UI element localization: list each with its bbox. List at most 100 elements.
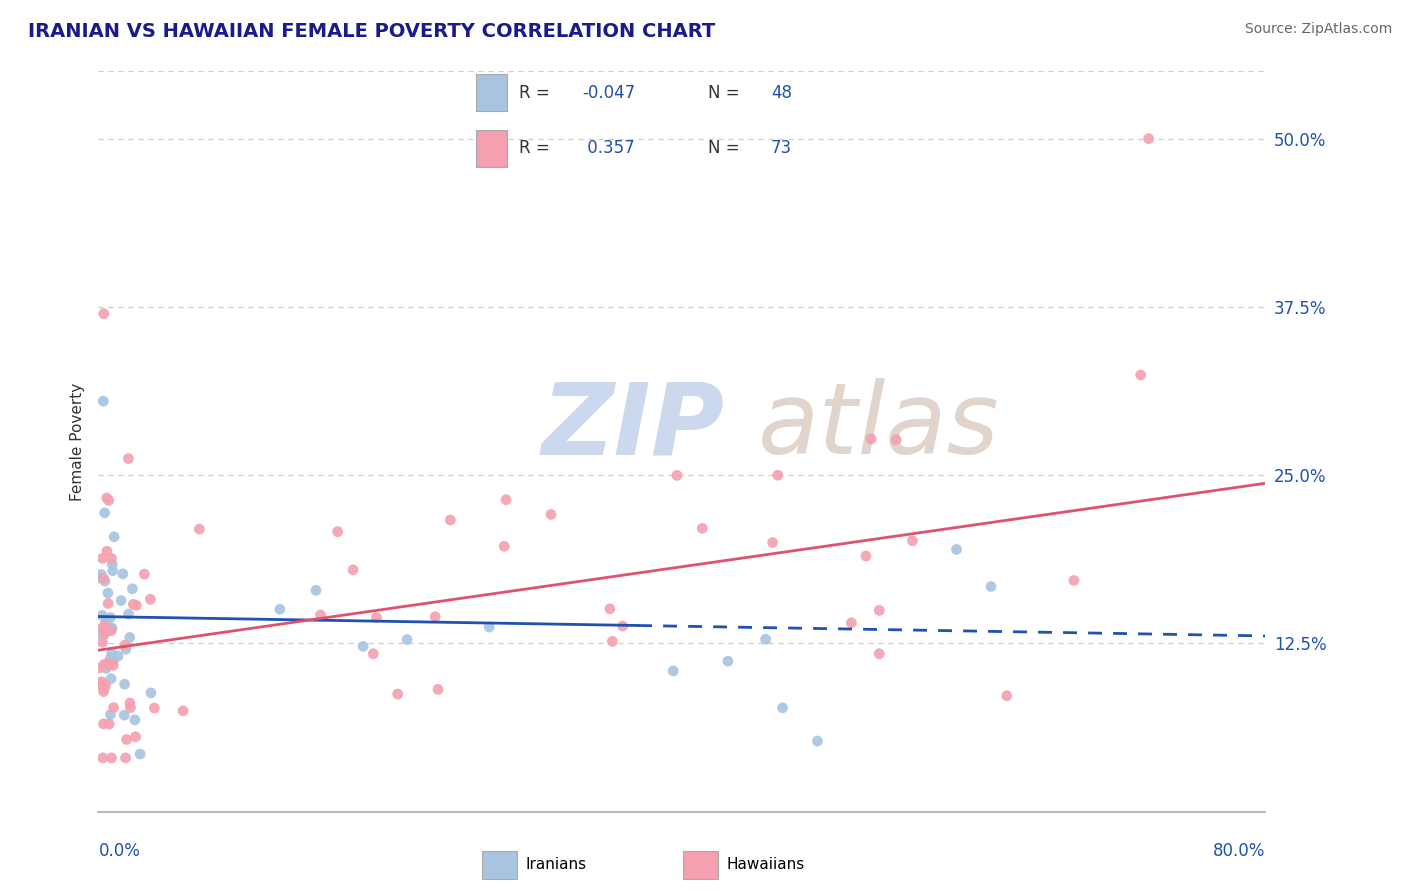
Text: R =: R = — [519, 84, 555, 102]
Point — [772, 700, 794, 714]
Point — [93, 572, 115, 586]
Point — [665, 468, 688, 483]
Point — [118, 631, 141, 645]
Point — [309, 607, 332, 622]
Point — [172, 704, 194, 718]
Point — [94, 574, 117, 588]
Point — [90, 567, 112, 582]
Point — [90, 675, 112, 690]
Point — [87, 675, 110, 690]
Point — [98, 610, 121, 624]
Point — [602, 634, 624, 648]
Point — [93, 619, 115, 633]
Text: Source: ZipAtlas.com: Source: ZipAtlas.com — [1244, 22, 1392, 37]
Point — [100, 624, 122, 638]
Point — [93, 684, 115, 698]
Point — [1063, 574, 1085, 588]
Point — [662, 664, 685, 678]
Point — [94, 617, 117, 632]
Text: N =: N = — [709, 84, 745, 102]
Point — [89, 626, 111, 640]
Point — [93, 657, 115, 672]
Point — [762, 535, 785, 549]
Point — [100, 707, 122, 722]
Point — [114, 642, 136, 657]
Point — [94, 623, 117, 637]
Point — [387, 687, 409, 701]
Point — [93, 681, 115, 695]
Point — [100, 621, 122, 635]
Point — [91, 608, 114, 623]
Point — [93, 506, 115, 520]
Point — [97, 586, 120, 600]
Text: 73: 73 — [770, 139, 792, 157]
Point — [860, 432, 883, 446]
FancyBboxPatch shape — [475, 74, 508, 112]
Point — [114, 638, 136, 652]
Point — [101, 558, 124, 572]
Text: atlas: atlas — [758, 378, 1000, 475]
Point — [717, 654, 740, 668]
Point — [91, 394, 114, 409]
Text: ZIP: ZIP — [541, 378, 725, 475]
Point — [901, 533, 924, 548]
Y-axis label: Female Poverty: Female Poverty — [69, 383, 84, 500]
Point — [326, 524, 349, 539]
Point — [366, 610, 388, 624]
Point — [96, 657, 118, 671]
Point — [868, 647, 890, 661]
Point — [121, 582, 143, 596]
Point — [112, 708, 135, 723]
Point — [269, 602, 291, 616]
Point — [841, 615, 863, 630]
Point — [100, 672, 122, 686]
Point — [103, 652, 125, 666]
Text: 0.357: 0.357 — [582, 139, 634, 157]
Text: N =: N = — [709, 139, 745, 157]
Point — [868, 603, 890, 617]
Point — [342, 563, 364, 577]
Point — [91, 751, 114, 765]
Point — [114, 751, 136, 765]
Point — [188, 522, 211, 536]
Point — [93, 625, 115, 640]
Point — [143, 701, 166, 715]
Point — [94, 612, 117, 626]
Point — [111, 566, 134, 581]
Point — [103, 530, 125, 544]
Point — [361, 647, 384, 661]
Point — [1137, 131, 1160, 145]
Point — [97, 493, 120, 508]
Point — [766, 468, 789, 483]
Point — [91, 621, 114, 635]
Point — [425, 609, 447, 624]
Point — [305, 583, 328, 598]
Text: 48: 48 — [770, 84, 792, 102]
Point — [87, 678, 110, 692]
Point — [100, 651, 122, 665]
Point — [945, 542, 967, 557]
Point — [599, 602, 621, 616]
Point — [110, 593, 132, 607]
Point — [129, 747, 152, 761]
Point — [117, 607, 139, 621]
Point — [101, 564, 124, 578]
Point — [98, 717, 121, 731]
Point — [100, 647, 122, 661]
Point — [980, 580, 1002, 594]
Point — [884, 433, 907, 447]
Text: IRANIAN VS HAWAIIAN FEMALE POVERTY CORRELATION CHART: IRANIAN VS HAWAIIAN FEMALE POVERTY CORRE… — [28, 22, 716, 41]
Point — [98, 658, 121, 673]
Point — [494, 539, 516, 553]
Point — [690, 521, 713, 535]
Point — [96, 544, 118, 558]
Point — [1129, 368, 1152, 382]
Point — [439, 513, 461, 527]
Point — [94, 677, 117, 691]
Point — [87, 571, 110, 585]
Point — [100, 751, 122, 765]
Point — [540, 508, 562, 522]
Point — [427, 682, 450, 697]
Point — [495, 492, 517, 507]
Point — [125, 599, 148, 613]
